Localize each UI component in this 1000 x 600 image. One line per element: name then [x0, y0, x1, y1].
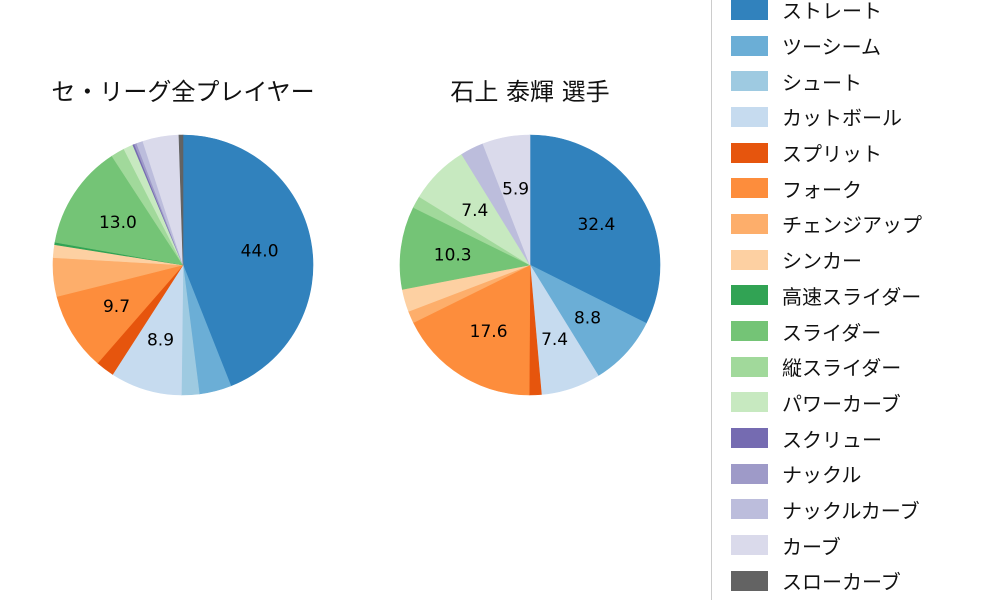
- legend-item: フォーク: [731, 170, 922, 206]
- legend-label: シンカー: [782, 249, 862, 274]
- legend-swatch: [731, 0, 768, 20]
- legend-item: スクリュー: [731, 420, 922, 456]
- pie-slice: [178, 134, 184, 266]
- legend-swatch: [731, 428, 768, 449]
- legend-swatch: [731, 392, 768, 413]
- legend-item: ナックル: [731, 456, 922, 492]
- pie-value-label: 8.9: [147, 331, 174, 351]
- pie-slice: [482, 134, 531, 266]
- legend-list: ストレートツーシームシュートカットボール スプリットフォークチェンジアップ シンカー…: [731, 0, 922, 599]
- legend-label: ストレート: [782, 0, 882, 24]
- legend-item: スライダー: [731, 313, 922, 349]
- pie-value-label: 9.7: [103, 297, 130, 317]
- legend-item: カーブ: [731, 527, 922, 563]
- legend-swatch: [731, 499, 768, 520]
- legend-swatch: [731, 356, 768, 377]
- pie-value-label: 17.6: [470, 322, 508, 342]
- legend-item: 高速スライダー: [731, 278, 922, 314]
- legend-swatch: [731, 35, 768, 56]
- legend-label: ツーシーム: [782, 35, 881, 60]
- legend-swatch: [731, 71, 768, 92]
- legend-label: 縦スライダー: [782, 356, 902, 381]
- pie-slice: [54, 155, 184, 266]
- pie-value-label: 13.0: [99, 213, 137, 233]
- pie-value-label: 7.4: [541, 330, 568, 350]
- legend-item: ストレート: [731, 0, 922, 28]
- legend-item: ツーシーム: [731, 28, 922, 64]
- chart-title-league-all-players: セ・リーグ全プレイヤー: [51, 78, 315, 106]
- pie-slice: [56, 264, 184, 364]
- legend-swatch: [731, 106, 768, 127]
- legend-label: スライダー: [782, 320, 882, 345]
- pie-value-label: 5.9: [502, 179, 529, 199]
- legend-swatch: [731, 213, 768, 234]
- legend-swatch: [731, 285, 768, 306]
- legend-label: カーブ: [782, 534, 841, 559]
- legend-label: チェンジアップ: [782, 213, 922, 238]
- pie-chart-league-all-players: 44.0 8.9 9.7 13.0: [52, 134, 314, 396]
- legend-item: ナックルカーブ: [731, 492, 922, 528]
- legend-label: ナックルカーブ: [782, 498, 920, 523]
- pie-value-label: 7.4: [461, 201, 488, 221]
- legend-swatch: [731, 535, 768, 556]
- pie-slice: [413, 264, 531, 396]
- pie-slice: [182, 134, 314, 387]
- legend-swatch: [731, 249, 768, 270]
- chart-title-player: 石上 泰輝 選手: [450, 78, 610, 106]
- legend-swatch: [731, 321, 768, 342]
- legend-swatch: [731, 178, 768, 199]
- legend-label: スプリット: [782, 142, 882, 167]
- legend-label: カットボール: [782, 106, 902, 131]
- pie-value-label: 10.3: [434, 246, 472, 266]
- pie-value-label: 44.0: [241, 241, 279, 261]
- legend-label: シュート: [782, 70, 862, 95]
- legend-swatch: [731, 570, 768, 591]
- legend-item: シュート: [731, 63, 922, 99]
- legend-label: フォーク: [782, 177, 862, 202]
- pie-value-label: 32.4: [577, 215, 615, 235]
- legend-swatch: [731, 142, 768, 163]
- legend-item: チェンジアップ: [731, 206, 922, 242]
- legend-label: パワーカーブ: [782, 391, 901, 416]
- pie-chart-player: 32.4 8.8 7.4 17.6 10.3 7.4 5.9: [399, 134, 661, 396]
- pie-value-label: 8.8: [574, 309, 601, 329]
- legend-label: 高速スライダー: [782, 284, 922, 309]
- legend-item: スローカーブ: [731, 563, 922, 599]
- legend-item: シンカー: [731, 242, 922, 278]
- legend-item: 縦スライダー: [731, 349, 922, 385]
- pie-slice: [529, 134, 661, 324]
- legend-item: スプリット: [731, 135, 922, 171]
- legend-item: カットボール: [731, 99, 922, 135]
- legend-label: スローカーブ: [782, 570, 901, 595]
- pie-slice: [399, 207, 531, 290]
- legend-swatch: [731, 463, 768, 484]
- legend-item: パワーカーブ: [731, 385, 922, 421]
- legend-label: スクリュー: [782, 427, 882, 452]
- legend-label: ナックル: [782, 463, 862, 488]
